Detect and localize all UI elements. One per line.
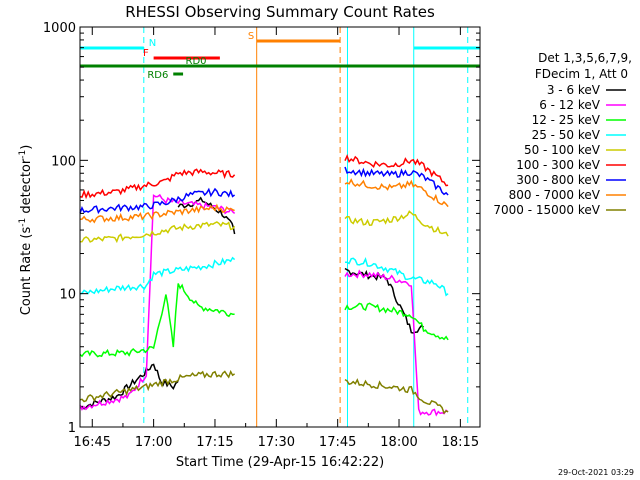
y-tick-label-1: 1 [68,421,76,436]
x-axis: 16:45 17:00 17:15 17:30 17:45 18:00 18:15 [74,27,479,450]
series-line-50-100-kev-1 [79,221,236,244]
series-line-12-25-kev-1 [79,283,235,358]
flag-label-f: F [143,48,149,59]
legend-label-7000-15000-kev: 7000 - 15000 keV [493,203,600,217]
series-line-25-50-kev-1 [79,256,236,295]
y-tick-label-2: 10 [59,288,76,303]
legend-label-300-800-kev: 300 - 800 keV [516,173,600,187]
y-axis-label-mid: detector [19,158,34,218]
series-line-300-800-kev-1 [79,187,236,215]
x-tick-label-5: 17:45 [319,435,356,450]
x-tick-label-3: 17:15 [196,435,233,450]
legend-header-1: Det 1,3,5,6,7,9, [538,51,632,65]
y-axis-label-sup1: -1 [18,218,28,227]
flag-label-rd0: RD0 [186,56,207,67]
legend-label-12-25-kev: 12 - 25 keV [532,113,601,127]
x-axis-label: Start Time (29-Apr-15 16:42:22) [176,455,384,470]
legend-label-50-100-kev: 50 - 100 keV [524,143,601,157]
series-line-6-12-kev-1 [79,193,236,411]
x-tick-label-4: 17:30 [258,435,295,450]
plot-frame [79,26,481,428]
series-line-50-100-kev-2 [344,210,449,237]
flag-label-s: S [248,31,254,42]
series-line-3-6-kev-2 [177,196,236,235]
legend-label-3-6-kev: 3 - 6 keV [547,83,601,97]
x-tick-label-1: 16:45 [74,435,111,450]
y-axis: 1 10 100 1000 [43,21,480,436]
series-line-100-300-kev-2 [344,153,449,187]
series-line-300-800-kev-2 [344,166,449,196]
y-axis-label-end: ) [19,145,34,150]
chart-title: RHESSI Observing Summary Count Rates [125,3,435,21]
series-line-7000-15000-kev-2 [344,378,449,415]
x-tick-label-7: 18:15 [442,435,479,450]
legend-header-2: FDecim 1, Att 0 [535,67,628,81]
plot-area: N S F RD0 RD6 [79,27,480,427]
series-line-25-50-kev-2 [345,257,449,297]
y-axis-label: Count Rate (s-1 detector-1) [18,145,34,316]
y-axis-label-main: Count Rate (s [19,227,34,316]
legend-label-25-50-kev: 25 - 50 keV [532,128,601,142]
flag-label-n: N [149,38,156,49]
series-line-800-7000-kev-1 [79,203,235,224]
x-tick-label-2: 17:00 [135,435,172,450]
series-line-800-7000-kev-2 [344,178,449,208]
series-line-6-12-kev-2 [344,269,449,417]
y-tick-label-3: 100 [51,154,76,169]
series-line-100-300-kev-1 [79,168,236,200]
y-tick-label-4: 1000 [43,21,76,36]
legend-label-6-12-kev: 6 - 12 keV [539,98,601,112]
legend-label-800-7000-kev: 800 - 7000 keV [509,188,601,202]
series-line-12-25-kev-2 [344,302,449,341]
flag-label-rd6: RD6 [147,70,168,81]
legend-label-100-300-kev: 100 - 300 keV [516,158,600,172]
series-line-7000-15000-kev-1 [79,369,236,403]
footer-timestamp: 29-Oct-2021 03:29 [558,468,634,477]
legend: Det 1,3,5,6,7,9, FDecim 1, Att 0 3 - 6 k… [493,51,632,217]
y-axis-label-sup2: -1 [18,150,28,159]
x-tick-label-6: 18:00 [380,435,417,450]
